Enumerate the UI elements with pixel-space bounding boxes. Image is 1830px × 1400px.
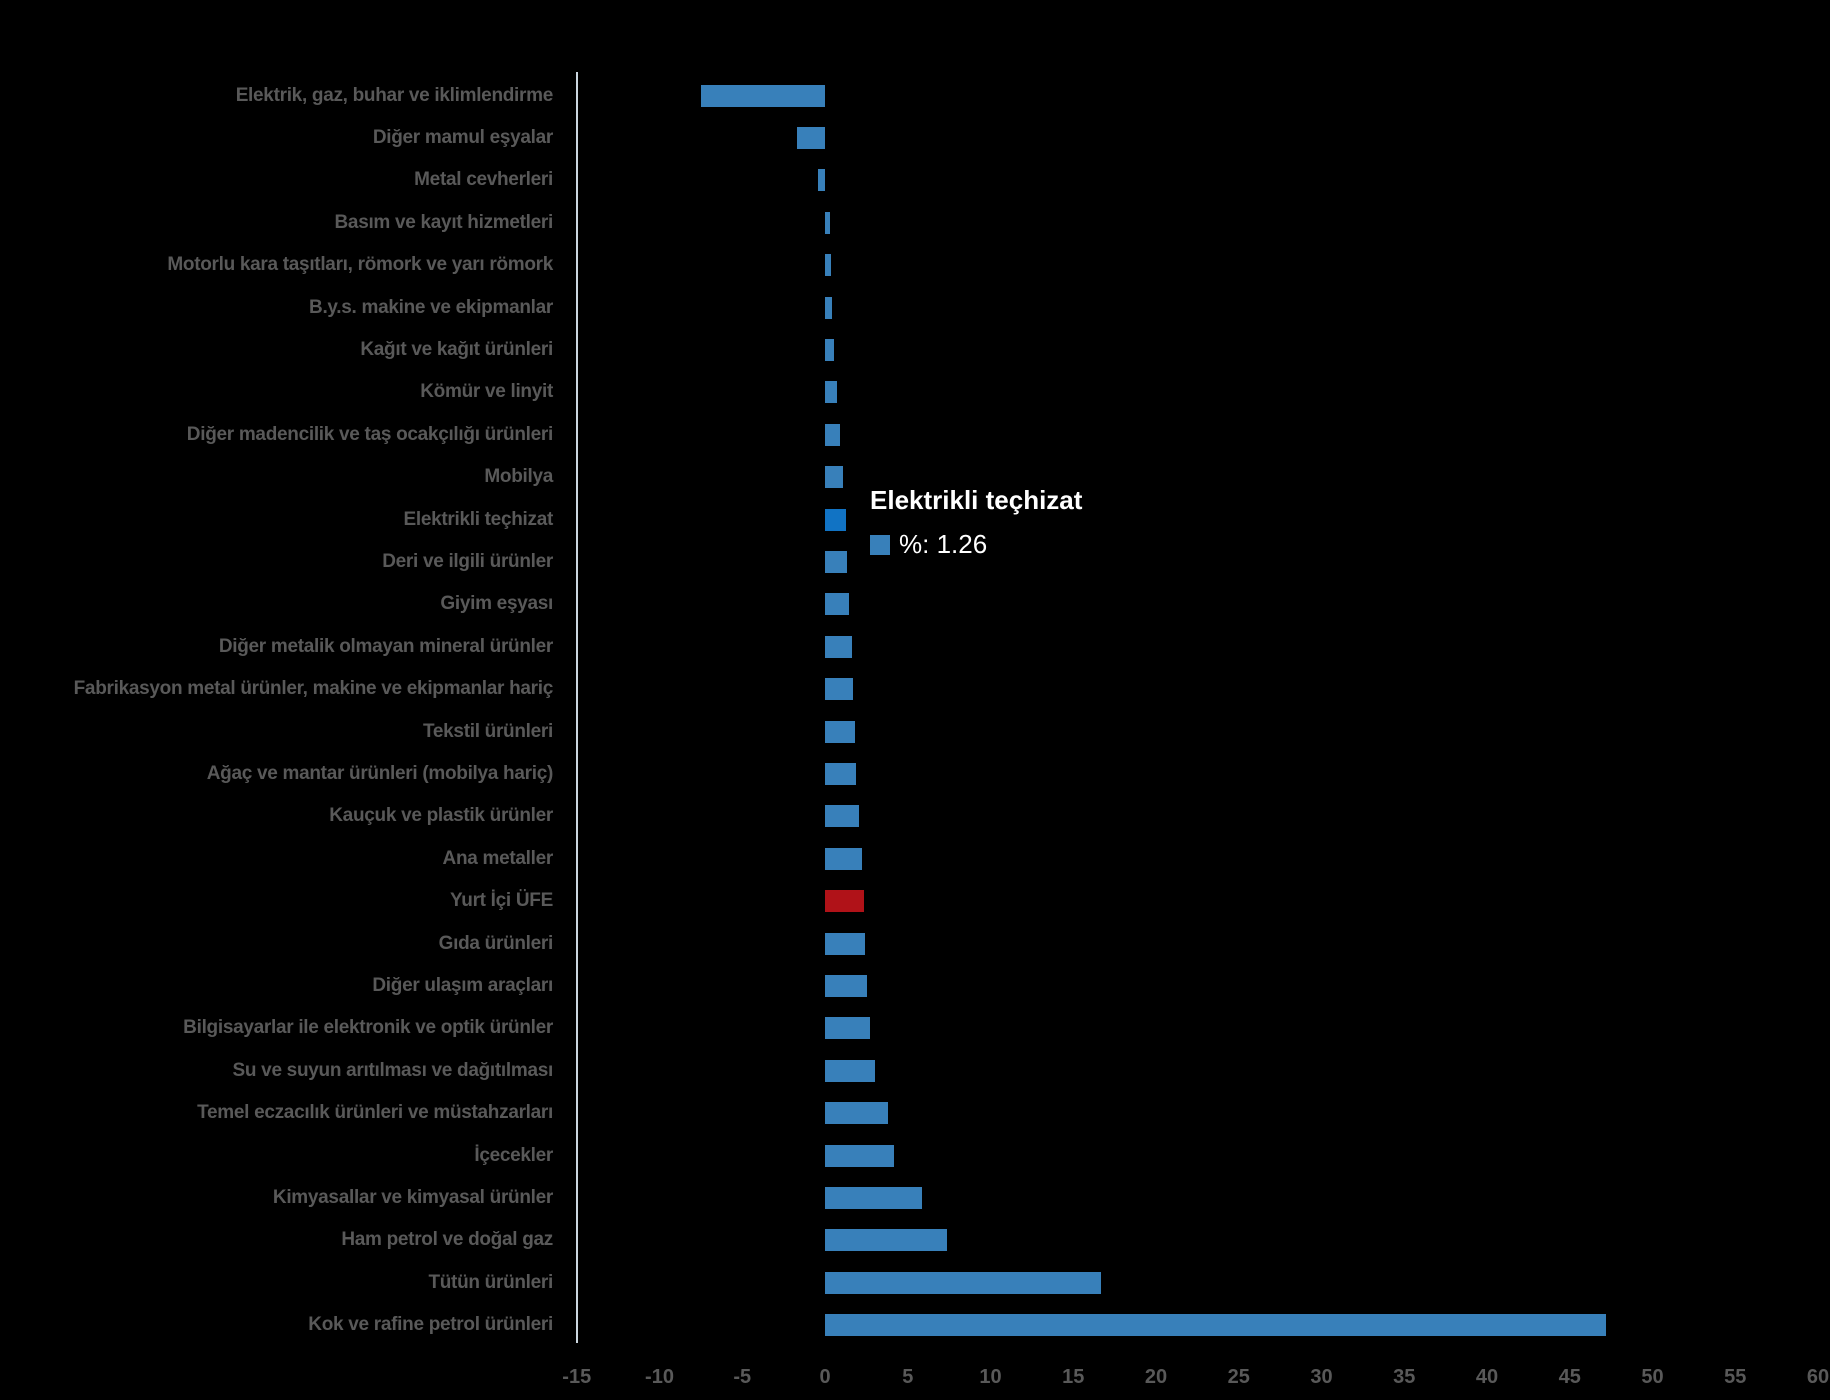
tooltip-title: Elektrikli teçhizat	[870, 485, 1083, 515]
tooltip: Elektrikli teçhizat %: 1.26	[870, 485, 1082, 560]
bar[interactable]	[825, 508, 846, 531]
category-label: Tütün ürünleri	[428, 1271, 553, 1293]
bar[interactable]	[825, 211, 831, 234]
x-tick-label: 5	[902, 1366, 914, 1388]
category-label: Kimyasallar ve kimyasal ürünler	[272, 1186, 553, 1208]
bar[interactable]	[825, 1144, 895, 1167]
bar[interactable]	[825, 932, 865, 955]
bar[interactable]	[796, 126, 825, 149]
category-label: Temel eczacılık ürünleri ve müstahzarlar…	[197, 1102, 553, 1124]
tooltip-value: %: 1.26	[899, 529, 988, 559]
category-label: İçecekler	[474, 1144, 553, 1166]
bar[interactable]	[825, 762, 857, 785]
bar[interactable]	[700, 84, 825, 107]
y-axis-line	[575, 72, 578, 1343]
bar[interactable]	[825, 847, 862, 870]
bar[interactable]	[825, 720, 855, 743]
category-label: Tekstil ürünleri	[423, 720, 553, 742]
bar[interactable]	[825, 1271, 1102, 1294]
bar[interactable]	[825, 678, 854, 701]
x-tick-label: 55	[1724, 1366, 1747, 1388]
category-label: Yurt İçi ÜFE	[449, 890, 553, 912]
category-label: Kok ve rafine petrol ürünleri	[308, 1314, 553, 1336]
category-label: Diğer mamul eşyalar	[372, 126, 553, 148]
x-tick-label: -10	[645, 1366, 674, 1388]
bar[interactable]	[825, 1059, 875, 1082]
category-label: Diğer madencilik ve taş ocakçılığı ürünl…	[186, 423, 554, 445]
x-tick-label: 50	[1641, 1366, 1664, 1388]
category-label: Diğer metalik olmayan mineral ürünler	[218, 635, 553, 657]
x-tick-label: 10	[979, 1366, 1002, 1388]
category-label: Kömür ve linyit	[420, 381, 553, 403]
bar[interactable]	[825, 1102, 888, 1125]
bar[interactable]	[825, 1186, 922, 1209]
bar[interactable]	[825, 1017, 871, 1040]
x-tick-label: 15	[1062, 1366, 1085, 1388]
bar[interactable]	[825, 805, 859, 828]
x-tick-label: 0	[819, 1366, 831, 1388]
bar[interactable]	[825, 550, 847, 573]
bar[interactable]	[825, 254, 832, 277]
category-label: Metal cevherleri	[414, 169, 553, 191]
series-marker-icon	[870, 534, 890, 555]
bar[interactable]	[825, 593, 849, 616]
category-label: Diğer ulaşım araçları	[372, 974, 553, 996]
bar[interactable]	[825, 296, 833, 319]
category-label: Bilgisayarlar ile elektronik ve optik ür…	[183, 1017, 553, 1039]
category-label: Ana metaller	[442, 847, 554, 869]
x-tick-label: -5	[733, 1366, 752, 1388]
x-tick-label: 30	[1310, 1366, 1333, 1388]
bar[interactable]	[825, 466, 843, 489]
bar[interactable]	[825, 1314, 1607, 1337]
x-tick-label: -15	[562, 1366, 592, 1388]
bar[interactable]	[825, 974, 867, 997]
x-tick-label: 20	[1144, 1366, 1168, 1388]
bar[interactable]	[825, 1229, 947, 1252]
category-label: Giyim eşyası	[440, 593, 553, 615]
category-label: Basım ve kayıt hizmetleri	[334, 211, 554, 233]
category-label: Ham petrol ve doğal gaz	[341, 1229, 553, 1251]
category-label: Ağaç ve mantar ürünleri (mobilya hariç)	[206, 762, 554, 784]
bar[interactable]	[825, 635, 853, 658]
category-label: Kauçuk ve plastik ürünler	[329, 805, 553, 827]
x-tick-label: 45	[1558, 1366, 1581, 1388]
category-label: Gıda ürünleri	[438, 932, 554, 954]
bar[interactable]	[825, 890, 865, 913]
bar[interactable]	[825, 338, 834, 361]
x-tick-label: 25	[1227, 1366, 1250, 1388]
category-label: Kağıt ve kağıt ürünleri	[360, 338, 553, 360]
category-label: Su ve suyun arıtılması ve dağıtılması	[232, 1059, 554, 1081]
category-label: Deri ve ilgili ürünler	[382, 550, 553, 572]
bar[interactable]	[825, 381, 838, 404]
tooltip-value-row: %: 1.26	[870, 529, 1082, 560]
x-tick-label: 40	[1475, 1366, 1499, 1388]
category-label: Mobilya	[484, 466, 553, 488]
category-label: Fabrikasyon metal ürünler, makine ve eki…	[73, 678, 554, 700]
bar[interactable]	[818, 169, 825, 192]
category-label: Elektrikli teçhizat	[403, 508, 553, 530]
bar[interactable]	[825, 423, 840, 446]
x-tick-label: 35	[1393, 1366, 1416, 1388]
category-label: B.y.s. makine ve ekipmanlar	[309, 296, 553, 318]
category-label: Elektrik, gaz, buhar ve iklimlendirme	[235, 84, 554, 106]
category-label: Motorlu kara taşıtları, römork ve yarı r…	[167, 254, 553, 276]
x-tick-label: 60	[1806, 1366, 1830, 1388]
